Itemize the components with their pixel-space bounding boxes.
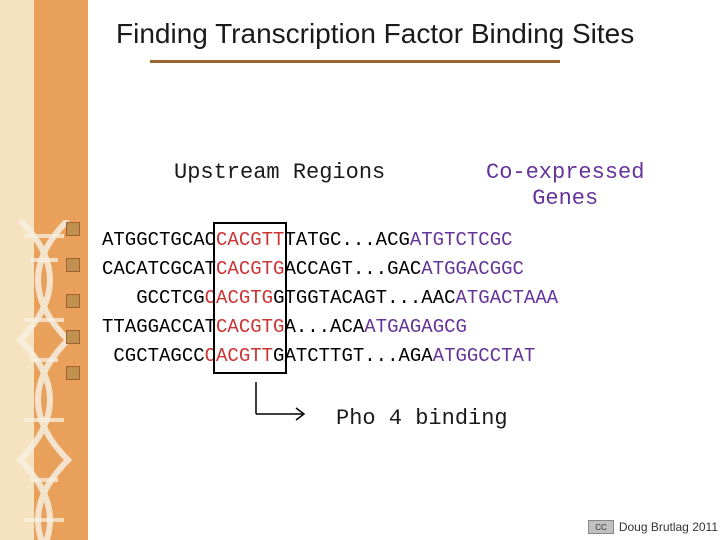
title-underline: [150, 60, 560, 63]
header-genes: Co-expressed Genes: [486, 160, 644, 213]
arrow-icon: [246, 378, 316, 422]
sequence-line: TTAGGACCATCACGTGA...ACAATGAGAGCG: [102, 313, 558, 342]
header-genes-line1: Co-expressed: [486, 160, 644, 185]
page-title: Finding Transcription Factor Binding Sit…: [116, 18, 634, 50]
attribution-text: Doug Brutlag 2011: [619, 520, 718, 534]
sequence-line: ATGGCTGCACCACGTTTATGC...ACGATGTCTCGC: [102, 226, 558, 255]
sequence-line: CGCTAGCCCACGTTGATCTTGT...AGAATGGCCTAT: [102, 342, 558, 371]
sequence-line: CACATCGCATCACGTGACCAGT...GACATGGACGGC: [102, 255, 558, 284]
cc-license-icon: CC: [588, 520, 614, 534]
binding-label: Pho 4 binding: [336, 406, 508, 431]
header-upstream: Upstream Regions: [174, 160, 385, 185]
decorative-left-strip: [0, 0, 88, 540]
sequence-line: GCCTCGCACGTGGTGGTACAGT...AACATGACTAAA: [102, 284, 558, 313]
motif-highlight-box: [213, 222, 287, 374]
header-genes-line2: Genes: [532, 186, 598, 211]
sequence-block: ATGGCTGCACCACGTTTATGC...ACGATGTCTCGCCACA…: [102, 226, 558, 371]
bullet-squares: [66, 222, 80, 402]
